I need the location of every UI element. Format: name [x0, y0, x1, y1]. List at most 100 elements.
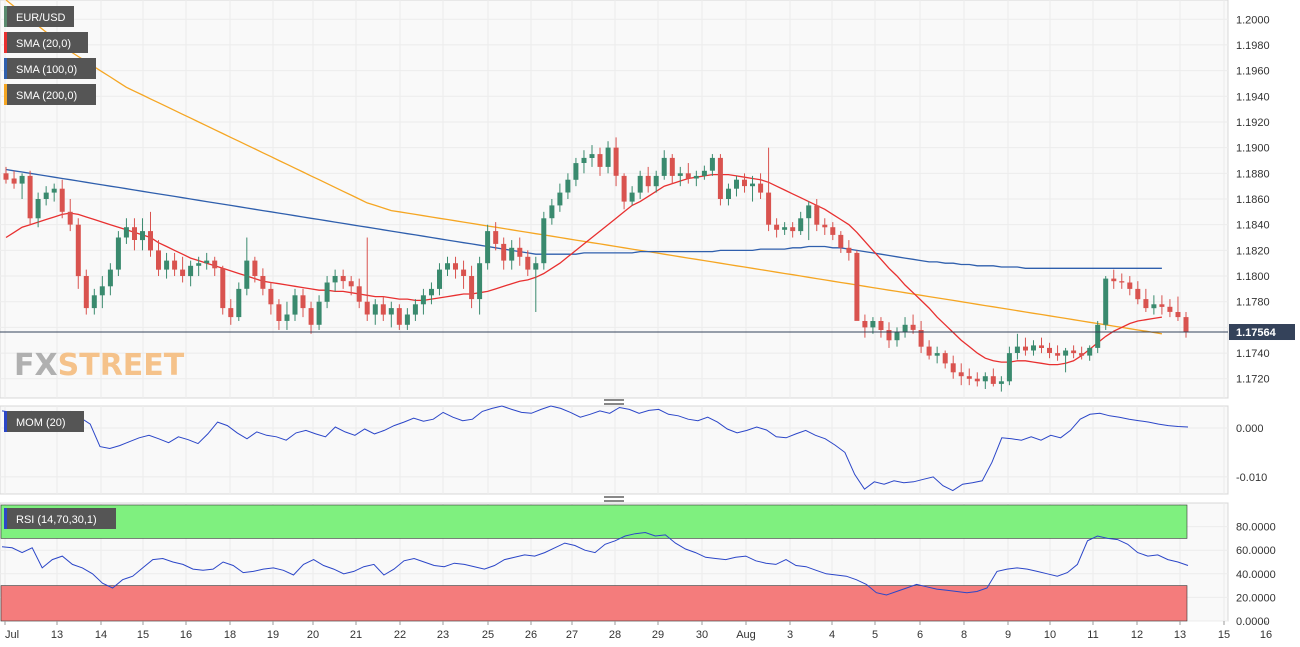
x-tick-label: 21	[350, 629, 362, 641]
candle	[1095, 320, 1101, 354]
candle-body	[180, 269, 186, 276]
y-tick-label: 1.1920	[1236, 117, 1270, 129]
candle	[934, 346, 940, 364]
candle	[485, 224, 491, 270]
candle-body	[220, 268, 226, 309]
candle-body	[974, 378, 980, 382]
candle	[27, 170, 33, 225]
candle-body	[429, 288, 434, 296]
candle-body	[677, 173, 683, 176]
legend-item[interactable]: SMA (100,0)	[4, 58, 96, 79]
resize-handle-mom[interactable]	[604, 399, 624, 405]
candle-body	[35, 199, 41, 219]
fxstreet-watermark: FXSTREET	[14, 348, 185, 383]
candle-body	[822, 224, 828, 228]
candle-body	[1071, 350, 1077, 354]
candles	[3, 137, 1189, 392]
candle-body	[172, 260, 178, 270]
legend-item[interactable]: SMA (200,0)	[4, 84, 96, 105]
candle	[613, 137, 619, 187]
candle	[83, 269, 89, 315]
candle	[605, 141, 611, 174]
candle-body	[276, 304, 282, 321]
candle	[284, 301, 290, 330]
candle-body	[308, 308, 314, 325]
candle	[709, 154, 715, 176]
candle-body	[629, 192, 635, 202]
candle-body	[717, 157, 723, 199]
candle-body	[260, 276, 266, 289]
candle	[589, 145, 595, 167]
candle	[862, 314, 868, 338]
y-tick-label: 1.1840	[1236, 220, 1270, 232]
candle	[629, 186, 635, 206]
candle-body	[581, 157, 587, 163]
rsi-line	[1, 531, 1189, 596]
candle	[685, 163, 691, 184]
candle-body	[453, 263, 458, 270]
candle	[886, 322, 892, 348]
candle	[340, 269, 346, 289]
current-price-marker: 1.17564	[0, 324, 1295, 341]
sma-200-line	[5, 0, 1163, 335]
candle	[1006, 346, 1012, 386]
candle-body	[51, 188, 57, 193]
candle	[1167, 299, 1173, 318]
candle	[164, 252, 170, 279]
legend-swatch	[4, 84, 7, 105]
candle-body	[99, 286, 105, 296]
candle	[148, 211, 153, 257]
candle	[854, 250, 860, 321]
candle	[549, 199, 555, 225]
y-tick-label: 1.1800	[1236, 271, 1270, 283]
candle	[525, 250, 531, 277]
candle-body	[613, 147, 619, 176]
candle-body	[958, 372, 964, 377]
candle-body	[1119, 281, 1125, 283]
resize-handle-rsi[interactable]	[604, 496, 624, 502]
candle-body	[284, 314, 290, 321]
candle	[19, 173, 25, 199]
candle-body	[372, 304, 378, 315]
candle	[115, 231, 121, 277]
candle	[140, 218, 145, 251]
rsi-zones	[0, 504, 1188, 622]
candle	[653, 170, 659, 193]
candle	[188, 260, 194, 287]
candle-body	[774, 224, 780, 230]
y-tick-label: 1.2000	[1236, 14, 1270, 26]
candle-body	[862, 321, 868, 328]
x-tick-label: 5	[872, 629, 878, 641]
candle	[252, 256, 258, 283]
candle-body	[597, 154, 603, 167]
candle	[445, 256, 450, 277]
candle	[180, 256, 186, 283]
candle-body	[67, 211, 73, 225]
x-tick-label: 20	[307, 629, 319, 641]
candle	[501, 237, 507, 270]
candle	[565, 173, 571, 199]
candle-body	[533, 263, 539, 270]
candle-body	[726, 188, 731, 199]
candle-body	[661, 157, 667, 176]
candle-body	[244, 260, 250, 289]
x-tick-label: 29	[652, 629, 664, 641]
legend-item[interactable]: EUR/USD	[4, 6, 74, 27]
candle-body	[1079, 353, 1085, 356]
legend-swatch	[4, 32, 7, 53]
y-tick-label: 1.1900	[1236, 143, 1270, 155]
rsi-y-tick-label: 80.0000	[1236, 522, 1276, 534]
candle-body	[380, 304, 386, 315]
candle	[926, 340, 932, 360]
candle	[557, 183, 563, 212]
legend-item[interactable]: SMA (20,0)	[4, 32, 88, 53]
candle	[268, 282, 274, 315]
y-tick-label: 1.1720	[1236, 374, 1270, 386]
candle-body	[669, 157, 675, 176]
sma-100-line	[5, 168, 1162, 269]
candle	[51, 183, 57, 202]
candle-body	[469, 276, 475, 300]
x-tick-label: 14	[95, 629, 107, 641]
x-tick-label: 13	[51, 629, 63, 641]
